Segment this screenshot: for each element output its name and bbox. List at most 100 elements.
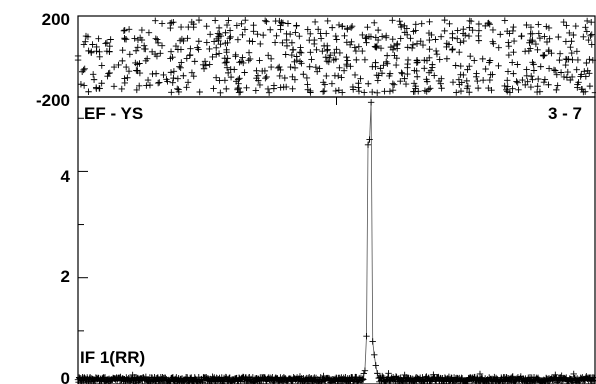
phase-point [158, 20, 166, 27]
phase-point [209, 53, 216, 61]
phase-point [335, 21, 343, 29]
phase-point [85, 47, 92, 55]
phase-point [178, 59, 185, 66]
phase-point [115, 61, 122, 69]
phase-point [158, 42, 166, 49]
phase-point [215, 50, 223, 57]
phase-point [489, 38, 496, 45]
phase-point [347, 63, 354, 70]
amplitude-point [570, 370, 577, 378]
phase-point [316, 65, 323, 72]
phase-point [412, 21, 419, 28]
phase-point [374, 77, 382, 84]
phase-point [317, 30, 324, 37]
phase-point [397, 35, 404, 42]
amplitude-point [142, 373, 150, 381]
phase-point [210, 85, 217, 92]
phase-point [389, 36, 396, 43]
phase-point [403, 31, 411, 39]
phase-point [296, 49, 304, 56]
amplitude-point [361, 367, 369, 374]
phase-point [319, 88, 327, 95]
phase-point [264, 85, 272, 93]
phase-point [408, 44, 416, 52]
phase-point [352, 47, 360, 55]
phase-point [486, 76, 494, 84]
phase-point [397, 77, 404, 85]
phase-point [121, 79, 129, 87]
phase-point [563, 56, 571, 63]
phase-point [119, 46, 126, 54]
phase-point [203, 23, 210, 30]
phase-point [467, 52, 474, 60]
phase-point [304, 81, 311, 88]
amplitude-point [364, 141, 372, 149]
phase-point [174, 85, 181, 93]
phase-point [509, 27, 517, 35]
phase-point [357, 75, 364, 82]
phase-point [153, 52, 161, 60]
phase-point [503, 86, 510, 93]
phase-point [333, 36, 340, 43]
phase-point [402, 80, 410, 88]
phase-point [288, 39, 296, 46]
phase-point [524, 78, 531, 85]
phase-point [106, 69, 113, 77]
phase-point [396, 17, 403, 25]
phase-point [293, 22, 300, 29]
phase-point [216, 77, 223, 84]
phase-point [267, 55, 275, 63]
phase-point [504, 88, 511, 95]
phase-point [96, 53, 103, 60]
phase-point [184, 79, 192, 86]
phase-point [138, 36, 146, 44]
phase-point [457, 39, 464, 46]
phase-point [541, 76, 549, 83]
phase-point [335, 72, 342, 80]
phase-point [585, 36, 592, 44]
phase-point [191, 58, 198, 65]
phase-point [344, 25, 351, 32]
phase-point [160, 71, 167, 79]
phase-point [455, 76, 463, 83]
phase-point [282, 51, 289, 58]
phase-point [389, 80, 397, 87]
phase-point [221, 59, 229, 67]
phase-point [333, 46, 340, 53]
phase-point [343, 53, 350, 61]
phase-point [467, 18, 475, 25]
phase-point [532, 40, 540, 48]
phase-point [380, 62, 387, 69]
phase-point [550, 66, 558, 74]
phase-point [95, 35, 102, 42]
phase-point [78, 68, 86, 75]
phase-point [425, 69, 433, 76]
phase-point [136, 69, 144, 77]
phase-point [563, 22, 570, 29]
phase-point [437, 33, 445, 40]
phase-point [399, 70, 406, 77]
phase-point [479, 77, 487, 84]
phase-point [534, 46, 541, 53]
phase-point [153, 36, 161, 43]
phase-point [164, 78, 171, 85]
phase-point [314, 26, 322, 33]
phase-point [322, 54, 330, 61]
phase-point [288, 51, 296, 59]
phase-point [125, 26, 133, 33]
phase-point [174, 75, 182, 82]
phase-point [180, 72, 187, 79]
phase-point [504, 83, 511, 90]
phase-point [298, 60, 305, 67]
phase-point [227, 66, 234, 73]
phase-point [188, 18, 195, 26]
phase-point [466, 89, 473, 96]
phase-point [410, 28, 417, 35]
phase-point [361, 89, 368, 96]
phase-point [267, 26, 274, 33]
phase-point [132, 47, 140, 54]
phase-point [88, 48, 95, 55]
phase-point [124, 74, 131, 81]
phase-point [256, 57, 263, 64]
phase-point [560, 18, 567, 26]
